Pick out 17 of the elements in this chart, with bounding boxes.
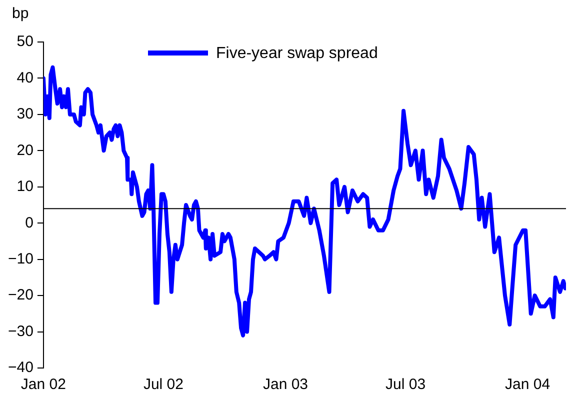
x-tick-label: Jul 02 [143, 376, 184, 394]
y-tick-label: −10 [8, 250, 34, 268]
y-axis-title: bp [12, 5, 29, 22]
y-tick-label: −20 [8, 286, 34, 304]
y-tick-label: 50 [16, 33, 34, 50]
legend-label: Five-year swap spread [216, 45, 378, 62]
y-tick-label: −40 [8, 359, 34, 376]
x-tick-label: Jan 02 [20, 376, 66, 394]
y-tick-label: 0 [25, 214, 34, 232]
x-tick-label: Jul 03 [386, 376, 426, 394]
y-tick-label: −30 [8, 322, 34, 340]
x-tick-label: Jan 04 [505, 376, 550, 394]
y-tick-label: 40 [16, 69, 34, 86]
y-tick-label: 30 [16, 106, 34, 123]
x-tick-label: Jan 03 [262, 376, 308, 394]
y-tick-label: 10 [16, 178, 34, 196]
y-tick-label: 20 [16, 142, 34, 159]
